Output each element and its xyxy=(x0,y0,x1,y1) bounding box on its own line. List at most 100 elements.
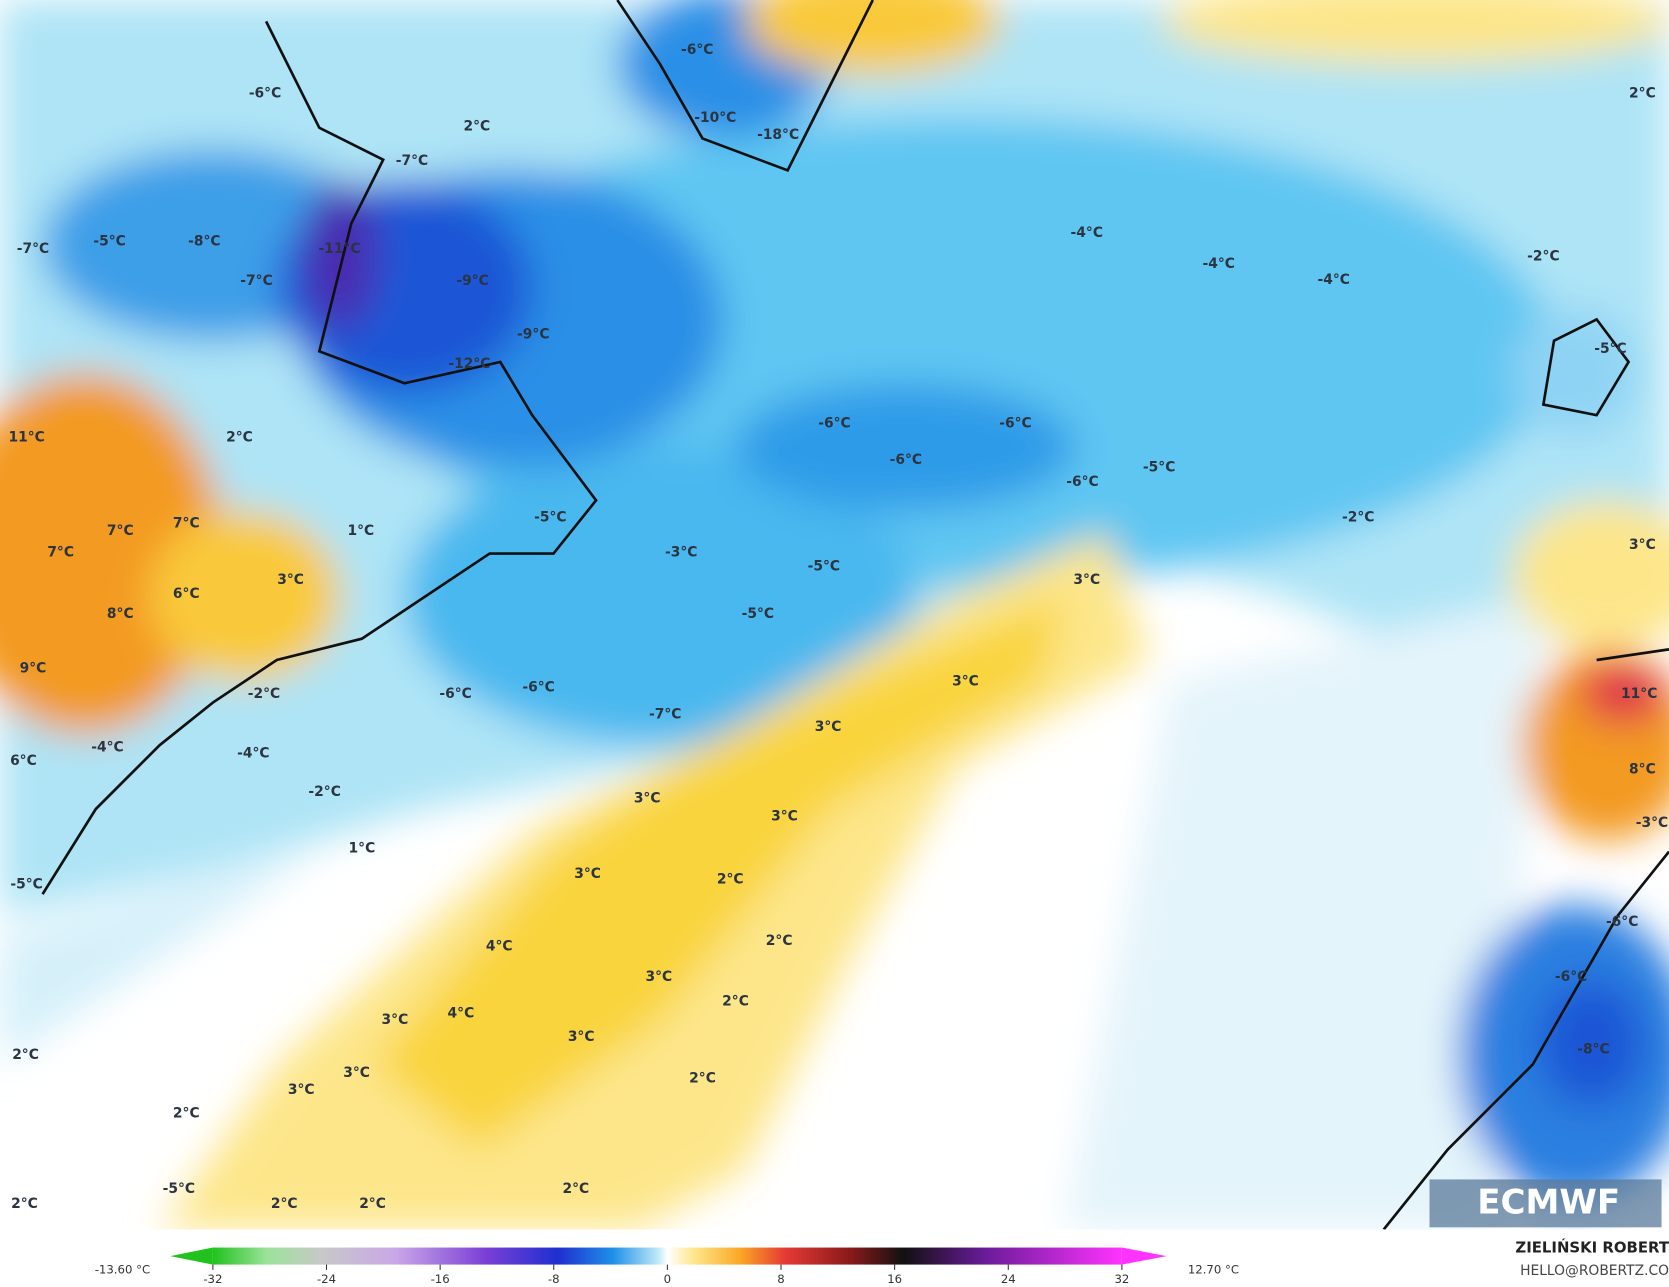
colorbar-tick-label: -16 xyxy=(431,1272,450,1286)
logo-text: ECMWF xyxy=(1477,1182,1620,1222)
temperature-label: 4°C xyxy=(486,938,513,954)
temperature-label: 3°C xyxy=(952,673,979,689)
temperature-label: -4°C xyxy=(1071,225,1103,241)
temperature-label: -7°C xyxy=(17,241,49,257)
temperature-label: -6°C xyxy=(439,686,471,702)
temperature-label: 6°C xyxy=(173,586,200,602)
temperature-label: -5°C xyxy=(808,558,840,574)
temperature-label: 2°C xyxy=(271,1196,298,1212)
temperature-label: 3°C xyxy=(574,866,601,882)
temperature-label: -5°C xyxy=(742,606,774,622)
temperature-label: -5°C xyxy=(10,877,42,893)
colorbar-max: 12.70 °C xyxy=(1188,1262,1239,1276)
temperature-label: -6°C xyxy=(249,86,281,102)
temperature-label: -4°C xyxy=(1317,272,1349,288)
temperature-label: -6°C xyxy=(681,42,713,58)
temperature-label: -2°C xyxy=(1342,509,1374,525)
temperature-label: -7°C xyxy=(396,153,428,169)
temperature-label: -6°C xyxy=(818,416,850,432)
colorbar-tick-label: 24 xyxy=(1001,1272,1016,1286)
temperature-label: -2°C xyxy=(1527,249,1559,265)
temperature-label: -4°C xyxy=(237,746,269,762)
temperature-label: 3°C xyxy=(815,719,842,735)
logo: ECMWF xyxy=(1429,1179,1662,1228)
temperature-label: 3°C xyxy=(382,1012,409,1028)
colorbar-tick-label: -24 xyxy=(317,1272,336,1286)
colorbar-tick-label: 8 xyxy=(777,1272,784,1286)
temperature-label: 9°C xyxy=(20,661,47,677)
coastline xyxy=(41,0,1669,1230)
temperature-label: -7°C xyxy=(649,706,681,722)
temperature-label: 11°C xyxy=(8,430,44,446)
temperature-label: 2°C xyxy=(226,430,253,446)
temperature-label: -10°C xyxy=(694,110,736,126)
temperature-label: 6°C xyxy=(10,753,37,769)
temperature-label: 3°C xyxy=(277,572,304,588)
colorbar-tick-label: 16 xyxy=(887,1272,902,1286)
temperature-label: -6°C xyxy=(999,416,1031,432)
temperature-label: -3°C xyxy=(1636,815,1668,831)
temperature-label: 4°C xyxy=(448,1005,475,1021)
temperature-label: 8°C xyxy=(107,606,134,622)
temperature-label: -5°C xyxy=(163,1181,195,1197)
temperature-label: 2°C xyxy=(717,871,744,887)
colorbar-tick-label: -8 xyxy=(548,1272,560,1286)
temperature-label: -4°C xyxy=(1203,256,1235,272)
temperature-label: 7°C xyxy=(173,516,200,532)
temperature-label: 2°C xyxy=(464,119,491,135)
colorbar: -13.60 °C 12.70 °C -32 -24 -16 -8 0 8 16 24 32 xyxy=(95,1247,1239,1286)
temperature-label: 2°C xyxy=(12,1047,39,1063)
temperature-label: 3°C xyxy=(288,1082,315,1098)
temperature-label: -5°C xyxy=(1143,459,1175,475)
temperature-label: -2°C xyxy=(248,686,280,702)
temperature-label: -9°C xyxy=(517,326,549,342)
temperature-label: 2°C xyxy=(563,1181,590,1197)
colorbar-tick-label: 32 xyxy=(1114,1272,1129,1286)
temperature-label: 1°C xyxy=(349,840,376,856)
colorbar-tick-label: -32 xyxy=(203,1272,222,1286)
colorbar-min: -13.60 °C xyxy=(95,1262,150,1276)
temperature-label: -12°C xyxy=(448,356,490,372)
temperature-label: -6°C xyxy=(1606,914,1638,930)
temperature-label: -4°C xyxy=(91,739,123,755)
temperature-label: -6°C xyxy=(1066,474,1098,490)
temperature-label: -18°C xyxy=(757,127,799,143)
temperature-label: 7°C xyxy=(107,523,134,539)
temperature-label: 3°C xyxy=(568,1029,595,1045)
temperature-label: 8°C xyxy=(1629,762,1656,778)
credit-contact: HELLO@ROBERTZ.CO xyxy=(1520,1263,1669,1279)
temperature-label: -8°C xyxy=(188,234,220,250)
temperature-label: -5°C xyxy=(1594,341,1626,357)
temperature-label: -6°C xyxy=(890,452,922,468)
temperature-label: 3°C xyxy=(771,808,798,824)
temperature-labels: -6°C -10°C -18°C 2°C -6°C 2°C -7°C -7°C -5°C -8°C… xyxy=(8,42,1668,1212)
temperature-label: 2°C xyxy=(689,1070,716,1086)
temperature-label: -5°C xyxy=(93,234,125,250)
temperature-label: 2°C xyxy=(11,1196,38,1212)
temperature-label: 3°C xyxy=(634,790,661,806)
credit-name: ZIELIŃSKI ROBERT xyxy=(1515,1239,1669,1257)
temperature-label: 11°C xyxy=(1621,686,1657,702)
temperature-label: 3°C xyxy=(343,1065,370,1081)
temperature-label: 2°C xyxy=(359,1196,386,1212)
temperature-label: 3°C xyxy=(646,969,673,985)
temperature-label: -7°C xyxy=(240,273,272,289)
temperature-label: 2°C xyxy=(766,933,793,949)
temperature-label: -8°C xyxy=(1577,1042,1609,1058)
temperature-label: 7°C xyxy=(47,544,74,560)
temperature-label: -6°C xyxy=(1555,969,1587,985)
temperature-label: -6°C xyxy=(522,680,554,696)
temperature-label: 1°C xyxy=(347,523,374,539)
temperature-label: 2°C xyxy=(722,994,749,1010)
temperature-label: 2°C xyxy=(173,1105,200,1121)
temperature-label: -2°C xyxy=(308,784,340,800)
temperature-label: -9°C xyxy=(456,273,488,289)
temperature-label: -3°C xyxy=(665,544,697,560)
temperature-field xyxy=(0,0,1669,1230)
temperature-label: 3°C xyxy=(1629,537,1656,553)
temperature-label: 2°C xyxy=(1629,86,1656,102)
temperature-label: -11°C xyxy=(319,241,361,257)
temperature-label: 3°C xyxy=(1073,572,1100,588)
temperature-label: -5°C xyxy=(534,509,566,525)
